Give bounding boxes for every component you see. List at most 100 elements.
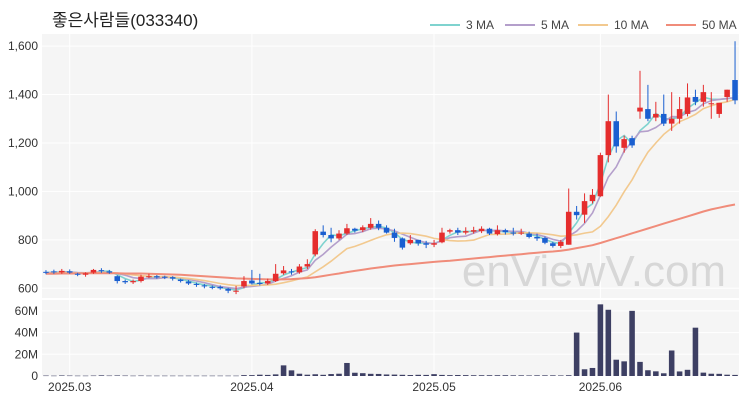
candle-body	[431, 243, 437, 245]
candle-body	[558, 241, 564, 246]
volume-bar	[708, 373, 715, 376]
x-axis: 2025.03 2025.04 2025.05 2025.06	[48, 380, 622, 394]
x-tick-label: 2025.04	[230, 380, 274, 394]
candle	[447, 228, 453, 234]
candle	[510, 227, 517, 236]
candle	[185, 280, 192, 285]
candlesticks	[43, 41, 738, 295]
candle	[708, 92, 715, 119]
candle	[146, 273, 152, 279]
volume-bar	[676, 371, 683, 376]
volume-bar	[106, 375, 113, 377]
candle-body	[565, 211, 572, 245]
candle-body	[653, 113, 659, 118]
candle	[581, 193, 588, 223]
volume-bar	[724, 374, 730, 376]
candle	[280, 266, 287, 275]
candle-body	[447, 230, 453, 232]
candle	[716, 102, 722, 118]
volume-bar	[423, 374, 429, 376]
candle-body	[732, 80, 738, 101]
y-tick-label: 1,600	[8, 39, 38, 53]
candle	[43, 270, 49, 275]
candle	[629, 135, 635, 148]
candle-body	[605, 121, 612, 156]
candle-body	[217, 286, 223, 289]
candle	[288, 268, 295, 275]
volume-bar	[161, 375, 168, 377]
candle-body	[320, 231, 326, 236]
candle	[597, 152, 604, 197]
candle-body	[280, 270, 287, 274]
candle	[668, 92, 675, 131]
volume-bar	[407, 375, 414, 376]
volume-bar	[526, 375, 532, 376]
candle-body	[169, 277, 176, 279]
candle	[486, 227, 493, 236]
watermark: enViewV.com	[462, 247, 726, 296]
candle	[534, 233, 540, 241]
volume-bar	[320, 374, 326, 376]
candle	[154, 274, 160, 279]
volume-bar	[114, 375, 121, 376]
volume-bar	[447, 375, 453, 376]
candle	[312, 229, 319, 257]
volume-bar	[82, 375, 89, 377]
candle	[637, 70, 643, 119]
volume-bar	[415, 374, 421, 376]
price-plot-area	[42, 34, 739, 298]
candle-body	[82, 273, 89, 275]
volume-bar	[645, 370, 651, 376]
candle-body	[272, 273, 279, 282]
volume-bar	[502, 375, 509, 376]
candle-body	[114, 276, 121, 282]
candle	[344, 223, 350, 236]
candle	[439, 227, 445, 244]
candle	[558, 239, 564, 249]
candle-body	[391, 232, 398, 238]
volume-bar	[90, 375, 97, 377]
volume-bar	[367, 373, 374, 376]
candle-body	[542, 237, 548, 243]
candle	[225, 287, 231, 294]
candle	[336, 230, 342, 240]
volume-bar	[431, 374, 437, 376]
candle-body	[660, 113, 667, 124]
candle	[518, 228, 524, 236]
volume-bar	[225, 375, 231, 377]
volume-bar	[565, 375, 572, 376]
candle	[676, 96, 683, 124]
candle	[692, 89, 699, 106]
candle	[320, 225, 326, 238]
volume-bar	[732, 374, 738, 376]
candle-body	[177, 279, 184, 282]
candle-body	[367, 223, 374, 228]
candle-body	[407, 239, 414, 244]
candle-body	[399, 238, 406, 248]
candle	[367, 218, 374, 230]
candle	[304, 259, 311, 269]
candle-body	[288, 271, 295, 273]
candle	[130, 279, 136, 284]
candle	[613, 111, 620, 153]
candle	[66, 269, 73, 274]
candle-body	[692, 96, 699, 102]
candle	[328, 227, 334, 243]
candle-body	[455, 230, 461, 233]
legend-item: 50 MA	[666, 18, 737, 32]
volume-bar	[716, 373, 722, 376]
candle	[375, 220, 382, 231]
ma-line	[46, 203, 736, 281]
candle-body	[161, 276, 168, 278]
candle-body	[328, 235, 334, 239]
candle-body	[518, 232, 524, 234]
candle-body	[344, 228, 350, 234]
volume-bar	[74, 375, 81, 377]
volume-bar	[193, 375, 200, 377]
candle-body	[573, 211, 580, 216]
volume-bar	[169, 375, 176, 377]
candle-body	[74, 273, 81, 275]
volume-bar	[589, 367, 596, 376]
candle-body	[676, 109, 683, 119]
